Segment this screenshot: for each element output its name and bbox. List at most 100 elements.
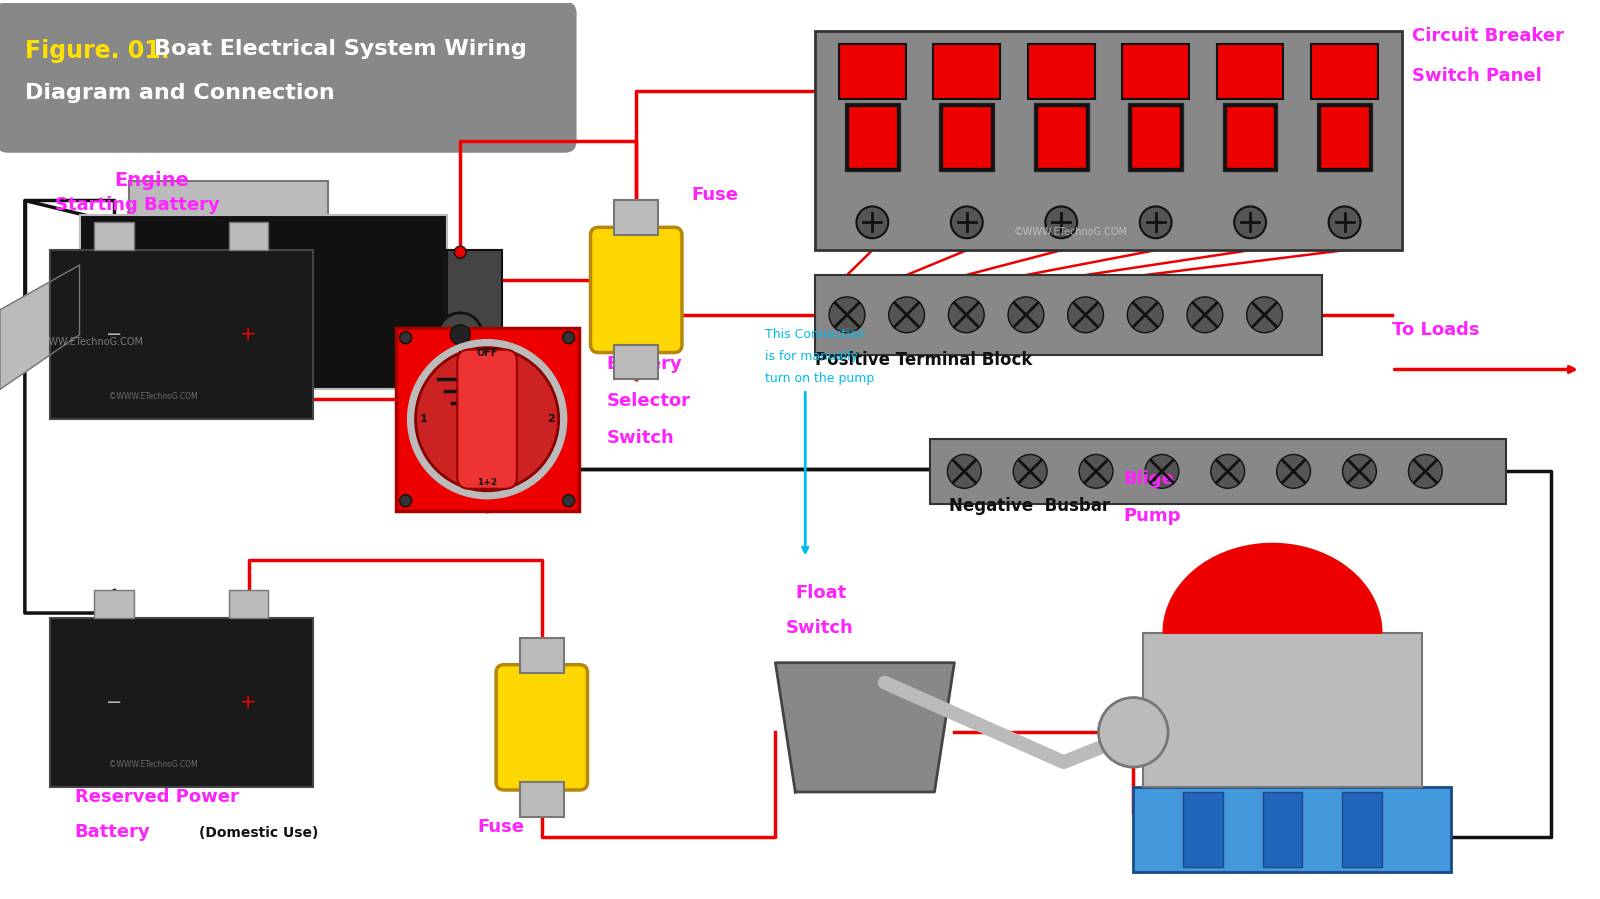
FancyBboxPatch shape: [229, 590, 269, 618]
Text: ©WWW.ETechnoG.COM: ©WWW.ETechnoG.COM: [1014, 227, 1128, 237]
Circle shape: [1328, 207, 1360, 238]
Text: ©WWW.ETechnoG.COM: ©WWW.ETechnoG.COM: [109, 392, 198, 401]
FancyBboxPatch shape: [395, 328, 579, 511]
Text: Float: Float: [795, 584, 846, 602]
Text: −: −: [106, 693, 123, 712]
Circle shape: [947, 455, 981, 488]
FancyBboxPatch shape: [50, 618, 314, 787]
Text: turn on the pump: turn on the pump: [765, 372, 875, 385]
FancyBboxPatch shape: [130, 181, 328, 240]
Circle shape: [438, 313, 482, 357]
Circle shape: [563, 494, 574, 507]
Circle shape: [1099, 698, 1168, 767]
Circle shape: [400, 332, 411, 343]
FancyBboxPatch shape: [1133, 787, 1451, 871]
Text: (Domestic Use): (Domestic Use): [198, 825, 318, 840]
Text: Boat Electrical System Wiring: Boat Electrical System Wiring: [154, 40, 526, 59]
FancyBboxPatch shape: [458, 350, 517, 489]
FancyBboxPatch shape: [94, 222, 134, 250]
Circle shape: [1008, 297, 1043, 333]
Circle shape: [1246, 297, 1283, 333]
FancyBboxPatch shape: [845, 103, 899, 171]
FancyBboxPatch shape: [930, 439, 1506, 503]
FancyBboxPatch shape: [1322, 107, 1368, 166]
FancyBboxPatch shape: [850, 107, 896, 166]
Text: Switch Panel: Switch Panel: [1411, 67, 1541, 85]
Circle shape: [1045, 207, 1077, 238]
Text: Selector: Selector: [606, 392, 691, 410]
FancyBboxPatch shape: [94, 590, 134, 618]
FancyBboxPatch shape: [1262, 792, 1302, 867]
Text: Fuse: Fuse: [477, 818, 525, 836]
FancyBboxPatch shape: [1122, 44, 1189, 99]
Circle shape: [1146, 455, 1179, 488]
Text: 1+2: 1+2: [477, 478, 498, 487]
Circle shape: [1277, 455, 1310, 488]
FancyBboxPatch shape: [1038, 107, 1085, 166]
Polygon shape: [0, 265, 80, 389]
FancyBboxPatch shape: [614, 200, 658, 236]
Text: Figure. 01:: Figure. 01:: [26, 40, 170, 64]
FancyBboxPatch shape: [1312, 44, 1378, 99]
FancyBboxPatch shape: [814, 275, 1322, 354]
FancyBboxPatch shape: [1144, 633, 1421, 787]
FancyBboxPatch shape: [1027, 44, 1094, 99]
Circle shape: [1128, 297, 1163, 333]
Text: is for manually: is for manually: [765, 350, 859, 363]
FancyBboxPatch shape: [1034, 103, 1088, 171]
Text: Starting Battery: Starting Battery: [54, 196, 219, 215]
Circle shape: [949, 297, 984, 333]
Text: Pump: Pump: [1123, 506, 1181, 525]
FancyBboxPatch shape: [1182, 792, 1222, 867]
Circle shape: [950, 207, 982, 238]
Circle shape: [856, 207, 888, 238]
Polygon shape: [1163, 544, 1382, 633]
FancyBboxPatch shape: [520, 782, 563, 817]
Text: Diagram and Connection: Diagram and Connection: [26, 84, 334, 103]
Circle shape: [408, 340, 566, 499]
Circle shape: [1067, 297, 1104, 333]
Text: Switch: Switch: [606, 429, 674, 447]
Circle shape: [1187, 297, 1222, 333]
Text: Switch: Switch: [786, 619, 853, 636]
FancyBboxPatch shape: [229, 222, 269, 250]
FancyBboxPatch shape: [448, 250, 502, 354]
FancyBboxPatch shape: [80, 216, 448, 389]
FancyBboxPatch shape: [933, 44, 1000, 99]
Text: Engine: Engine: [114, 171, 189, 190]
Circle shape: [1078, 455, 1114, 488]
FancyBboxPatch shape: [496, 664, 587, 790]
Text: Battery: Battery: [606, 355, 682, 373]
Text: +: +: [240, 693, 256, 712]
Text: This Connection: This Connection: [765, 328, 866, 342]
FancyBboxPatch shape: [614, 344, 658, 379]
FancyBboxPatch shape: [1133, 107, 1179, 166]
Text: ©WWW.ETechnoG.COM: ©WWW.ETechnoG.COM: [30, 336, 144, 347]
FancyBboxPatch shape: [1317, 103, 1371, 171]
Text: −: −: [106, 325, 123, 344]
FancyBboxPatch shape: [939, 103, 994, 171]
Text: Battery: Battery: [75, 823, 150, 841]
Text: To Loads: To Loads: [1392, 321, 1480, 339]
Text: Reserved Power: Reserved Power: [75, 788, 238, 806]
Circle shape: [563, 332, 574, 343]
FancyBboxPatch shape: [1128, 103, 1182, 171]
Text: Fuse: Fuse: [691, 186, 738, 204]
Text: Blige: Blige: [1123, 470, 1174, 488]
Text: Positive Terminal Block: Positive Terminal Block: [814, 351, 1032, 369]
Circle shape: [416, 348, 558, 491]
Circle shape: [1408, 455, 1442, 488]
Polygon shape: [776, 663, 954, 792]
Circle shape: [1342, 455, 1376, 488]
FancyBboxPatch shape: [590, 227, 682, 352]
Circle shape: [454, 246, 466, 258]
Circle shape: [829, 297, 866, 333]
FancyBboxPatch shape: [944, 107, 990, 166]
Text: ©WWW.ETechnoG.COM: ©WWW.ETechnoG.COM: [1163, 765, 1269, 774]
Circle shape: [1013, 455, 1046, 488]
FancyBboxPatch shape: [50, 250, 314, 419]
Text: Negative  Busbar: Negative Busbar: [949, 496, 1110, 514]
Text: OFF: OFF: [477, 348, 498, 358]
Circle shape: [1211, 455, 1245, 488]
Circle shape: [450, 325, 470, 344]
